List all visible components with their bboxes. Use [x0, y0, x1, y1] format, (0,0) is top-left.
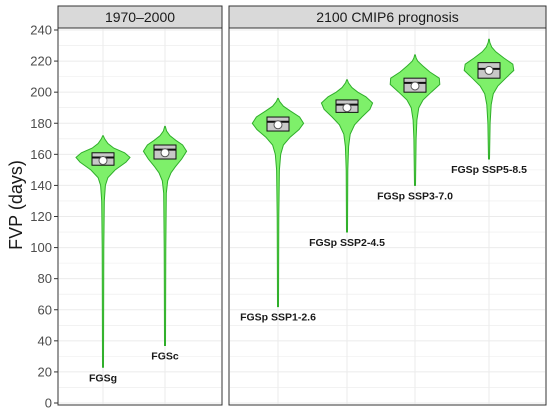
- violin-shape: [463, 38, 515, 160]
- violin-label: FGSp SSP5-8.5: [451, 164, 527, 176]
- violin-fgsp-ssp1-2-6: FGSp SSP1-2.6: [240, 97, 316, 324]
- y-tick-label: 220: [30, 54, 52, 69]
- violin-fgsp-ssp2-4-5: FGSp SSP2-4.5: [309, 79, 385, 249]
- y-tick-label: 160: [30, 147, 52, 162]
- y-tick-label: 80: [38, 271, 52, 286]
- violin-label: FGSp SSP2-4.5: [309, 237, 385, 249]
- mean-marker: [410, 81, 420, 91]
- y-tick-label: 180: [30, 116, 52, 131]
- panel-title: 2100 CMIP6 prognosis: [316, 9, 458, 25]
- panel-2: 2100 CMIP6 prognosis FGSp SSP1-2.6 FGSp SS…: [228, 5, 547, 406]
- panel-1: 1970–2000 FGSg FGSc: [57, 5, 223, 406]
- y-tick-label: 100: [30, 240, 52, 255]
- violin-shape: [251, 97, 305, 308]
- violin-fgsp-ssp5-8-5: FGSp SSP5-8.5: [451, 38, 527, 176]
- violin-shape: [75, 135, 131, 368]
- mean-marker: [273, 120, 283, 130]
- violin-label: FGSg: [89, 372, 117, 384]
- violin-fgsg: FGSg: [75, 135, 131, 384]
- y-axis-label: FVP (days): [6, 160, 26, 250]
- y-tick-label: 200: [30, 85, 52, 100]
- mean-marker: [98, 156, 108, 166]
- violin-label: FGSc: [151, 350, 179, 362]
- violin-shape: [389, 54, 441, 186]
- y-tick-label: 240: [30, 23, 52, 38]
- mean-marker: [342, 103, 352, 113]
- y-tick-label: 120: [30, 209, 52, 224]
- violin-shape: [142, 125, 188, 346]
- violin-label: FGSp SSP1-2.6: [240, 312, 316, 324]
- violin-fgsp-ssp3-7-0: FGSp SSP3-7.0: [377, 54, 453, 202]
- mean-marker: [484, 65, 494, 75]
- y-tick-label: 60: [38, 302, 52, 317]
- violin-label: FGSp SSP3-7.0: [377, 190, 453, 202]
- y-tick-label: 0: [45, 396, 52, 411]
- violin-fgsc: FGSc: [142, 125, 188, 362]
- chart-panels: 1970–2000 FGSg FGSc 2100 CMIP6 prognosis FGS…: [57, 5, 547, 406]
- y-tick-label: 20: [38, 364, 52, 379]
- violin-shape: [320, 79, 374, 233]
- y-tick-label: 40: [38, 333, 52, 348]
- y-tick-label: 140: [30, 178, 52, 193]
- y-axis-ticks: 0 20 40 60 80 100 120 140 160 180 200 220 240: [30, 23, 58, 411]
- mean-marker: [160, 148, 170, 158]
- panel-title: 1970–2000: [105, 9, 175, 25]
